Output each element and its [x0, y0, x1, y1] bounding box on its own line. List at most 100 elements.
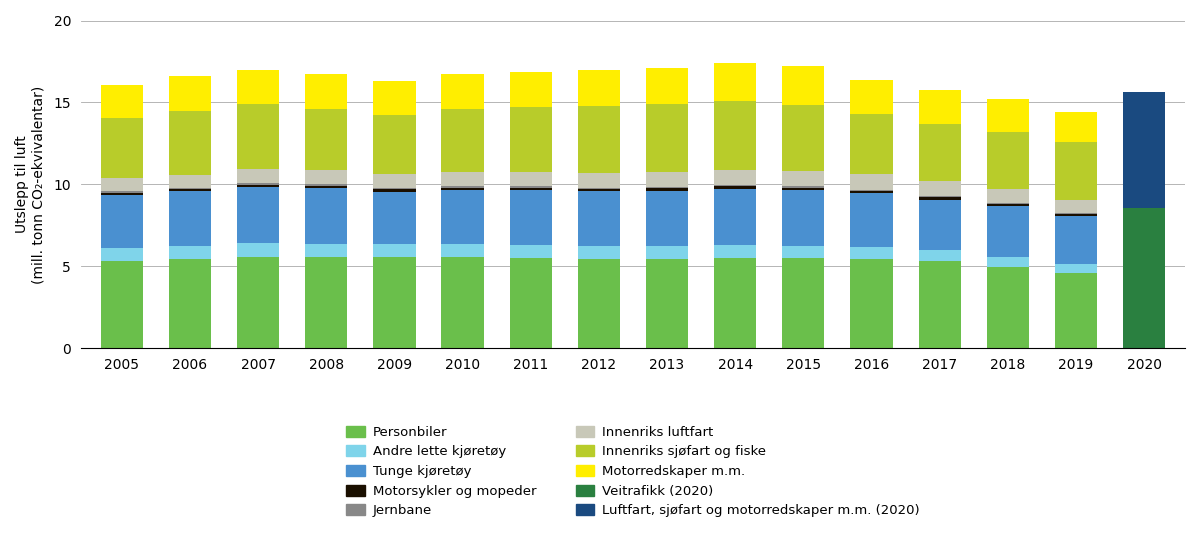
Bar [442, 74, 484, 109]
Bar [918, 200, 961, 251]
Bar [986, 257, 1028, 267]
Bar [646, 69, 688, 104]
Bar [646, 246, 688, 259]
Bar [236, 70, 280, 104]
Bar [442, 109, 484, 172]
Bar [305, 184, 347, 186]
Bar [782, 187, 824, 190]
Bar [442, 244, 484, 257]
Bar [373, 192, 415, 244]
Bar [577, 246, 620, 259]
Bar [714, 170, 756, 185]
Bar [782, 246, 824, 258]
Bar [714, 246, 756, 258]
Bar [918, 198, 961, 200]
Bar [442, 187, 484, 190]
Bar [986, 206, 1028, 257]
Bar [646, 187, 688, 188]
Bar [442, 190, 484, 244]
Bar [101, 191, 143, 193]
Bar [305, 186, 347, 188]
Bar [1055, 217, 1097, 264]
Bar [918, 124, 961, 181]
Bar [1055, 214, 1097, 217]
Bar [918, 196, 961, 198]
Bar [782, 66, 824, 105]
Bar [577, 189, 620, 191]
Bar [236, 243, 280, 257]
Bar [305, 74, 347, 109]
Bar [714, 100, 756, 170]
Bar [577, 105, 620, 173]
Bar [373, 115, 415, 174]
Bar [646, 172, 688, 187]
Bar [373, 189, 415, 192]
Bar [714, 186, 756, 189]
Bar [918, 181, 961, 196]
Bar [646, 104, 688, 172]
Bar [510, 73, 552, 107]
Bar [373, 244, 415, 257]
Bar [373, 188, 415, 189]
Bar [373, 257, 415, 348]
Bar [101, 248, 143, 261]
Bar [1055, 113, 1097, 142]
Bar [782, 258, 824, 348]
Bar [577, 191, 620, 246]
Bar [577, 259, 620, 348]
Bar [714, 189, 756, 246]
Bar [442, 257, 484, 348]
Bar [169, 189, 211, 191]
Bar [101, 193, 143, 195]
Bar [918, 251, 961, 262]
Bar [1123, 92, 1165, 208]
Bar [782, 186, 824, 187]
Bar [1055, 273, 1097, 348]
Bar [101, 261, 143, 348]
Bar [236, 104, 280, 169]
Bar [851, 193, 893, 247]
Bar [918, 262, 961, 348]
Bar [305, 257, 347, 348]
Bar [305, 109, 347, 170]
Bar [236, 187, 280, 243]
Bar [1055, 142, 1097, 200]
Bar [305, 244, 347, 257]
Bar [986, 99, 1028, 132]
Bar [169, 76, 211, 110]
Bar [169, 191, 211, 246]
Bar [986, 132, 1028, 189]
Bar [1055, 200, 1097, 213]
Bar [510, 258, 552, 348]
Bar [101, 85, 143, 118]
Bar [442, 186, 484, 187]
Bar [510, 187, 552, 190]
Bar [918, 90, 961, 124]
Bar [510, 245, 552, 258]
Bar [646, 259, 688, 348]
Bar [510, 186, 552, 187]
Bar [714, 63, 756, 100]
Bar [646, 190, 688, 246]
Bar [510, 172, 552, 186]
Bar [986, 203, 1028, 204]
Bar [236, 257, 280, 348]
Y-axis label: Utslepp til luft
(mill. tonn CO₂-ekvivalentar): Utslepp til luft (mill. tonn CO₂-ekvival… [14, 85, 46, 283]
Bar [1055, 213, 1097, 214]
Bar [851, 259, 893, 348]
Bar [169, 175, 211, 187]
Bar [236, 184, 280, 185]
Bar [782, 171, 824, 186]
Bar [373, 81, 415, 115]
Bar [714, 258, 756, 348]
Bar [1055, 264, 1097, 273]
Bar [101, 118, 143, 178]
Bar [169, 110, 211, 175]
Bar [577, 173, 620, 187]
Bar [169, 259, 211, 348]
Bar [169, 246, 211, 259]
Bar [510, 107, 552, 172]
Bar [169, 187, 211, 189]
Bar [714, 185, 756, 186]
Bar [1123, 208, 1165, 348]
